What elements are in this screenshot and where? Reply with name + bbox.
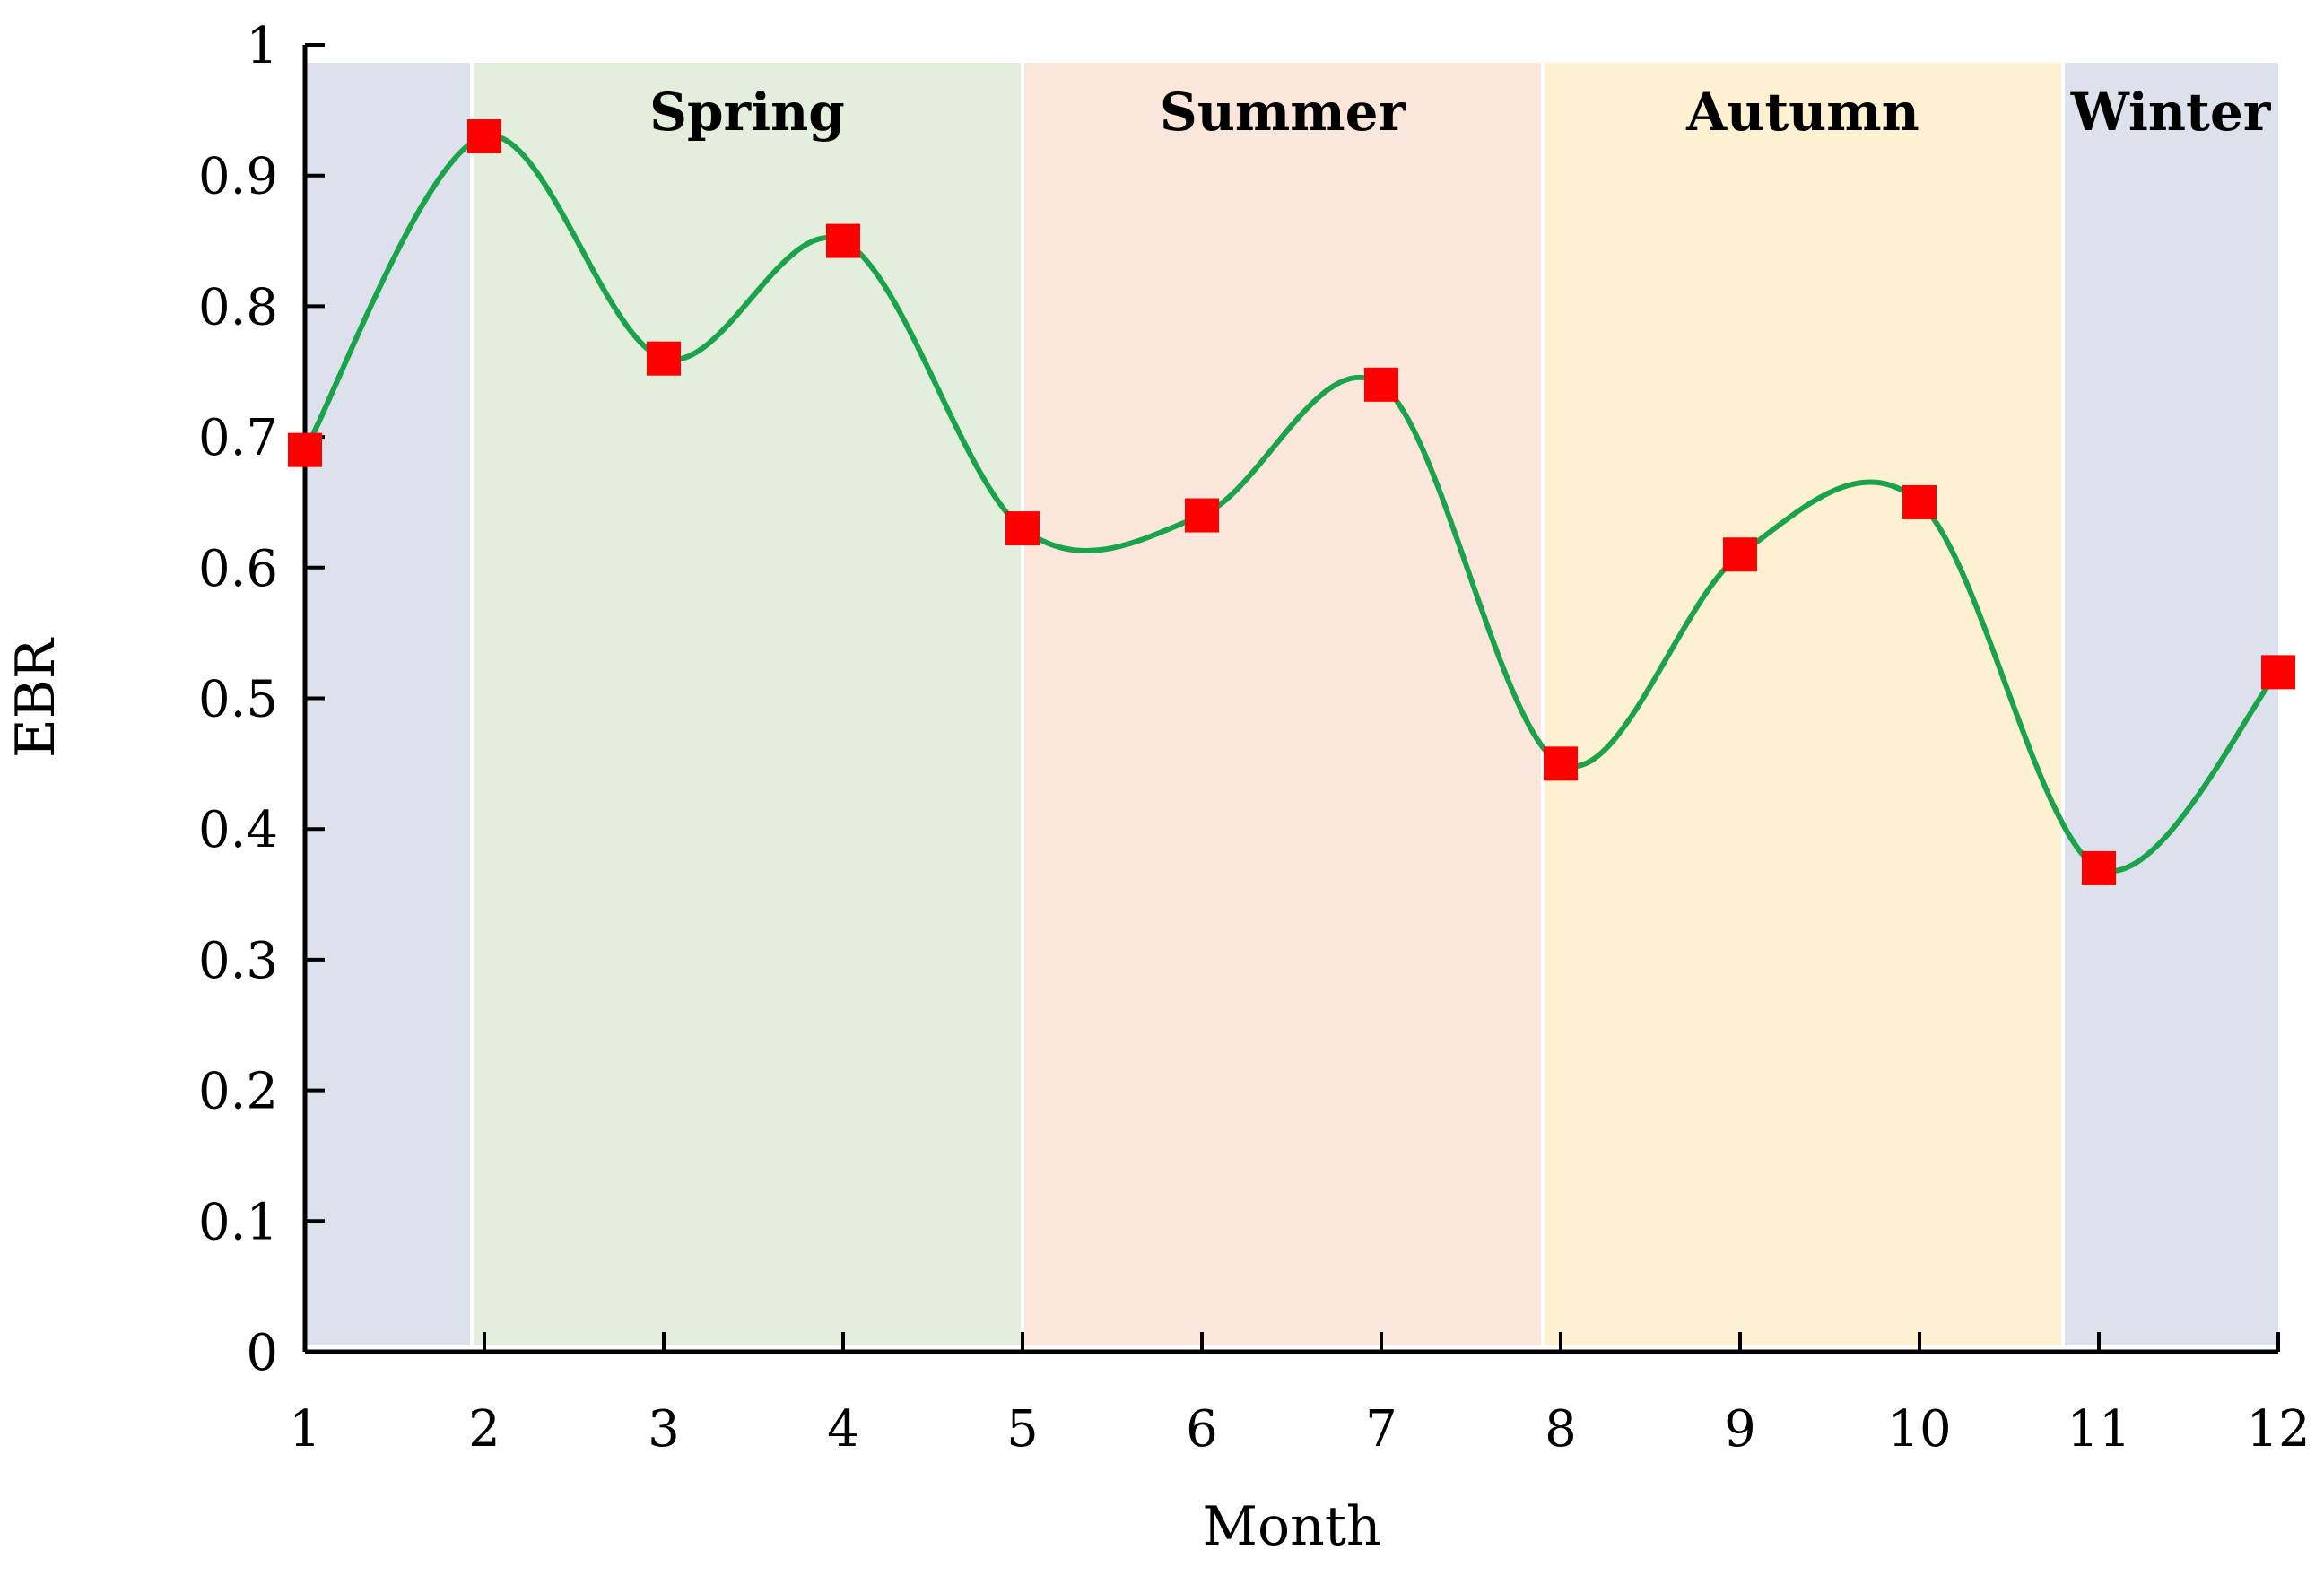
y-tick-label: 0.7 bbox=[198, 409, 278, 467]
y-tick-label: 0.6 bbox=[198, 540, 278, 598]
y-tick-label: 1 bbox=[246, 17, 278, 75]
data-point-month-12 bbox=[2261, 655, 2295, 690]
y-tick-label: 0.8 bbox=[198, 278, 278, 336]
x-tick-label: 11 bbox=[2067, 1400, 2130, 1458]
y-tick-label: 0.1 bbox=[198, 1193, 278, 1251]
data-point-month-10 bbox=[1902, 484, 1937, 519]
x-tick-label: 4 bbox=[827, 1400, 859, 1458]
x-axis-title: Month bbox=[1203, 1495, 1381, 1558]
data-point-month-9 bbox=[1723, 537, 1757, 572]
x-tick-label: 7 bbox=[1365, 1400, 1397, 1458]
season-labels: Spring Summer Autumn Winter bbox=[649, 82, 2272, 143]
y-tick-label: 0 bbox=[246, 1324, 278, 1382]
data-point-month-7 bbox=[1364, 367, 1398, 402]
season-band-2 bbox=[1023, 63, 1543, 1345]
season-band-3 bbox=[1543, 63, 2063, 1345]
x-tick-label: 10 bbox=[1887, 1400, 1951, 1458]
y-tick-label: 0.2 bbox=[198, 1063, 278, 1121]
data-point-month-5 bbox=[1005, 511, 1040, 546]
data-point-month-2 bbox=[467, 118, 501, 153]
season-label-autumn: Autumn bbox=[1685, 82, 1919, 143]
y-ticks: 0 0.1 0.2 0.3 0.4 0.5 0.6 0.7 0.8 0.9 1 bbox=[198, 17, 325, 1382]
data-point-month-3 bbox=[647, 341, 681, 376]
season-band-0 bbox=[305, 63, 472, 1345]
x-tick-label: 5 bbox=[1006, 1400, 1039, 1458]
x-tick-label: 12 bbox=[2246, 1400, 2310, 1458]
y-tick-label: 0.3 bbox=[198, 932, 278, 990]
data-point-month-8 bbox=[1544, 746, 1578, 781]
y-tick-label: 0.4 bbox=[198, 801, 278, 859]
x-tick-label: 6 bbox=[1186, 1400, 1218, 1458]
data-point-month-4 bbox=[826, 223, 860, 258]
x-ticks: 1 2 3 4 5 6 7 8 9 10 11 12 bbox=[289, 1332, 2311, 1458]
data-point-month-11 bbox=[2082, 850, 2116, 885]
season-label-winter: Winter bbox=[2070, 82, 2272, 143]
series-line bbox=[302, 133, 2281, 874]
season-band-4 bbox=[2063, 63, 2278, 1345]
x-tick-label: 1 bbox=[289, 1400, 321, 1458]
data-point-month-6 bbox=[1185, 498, 1219, 533]
season-band-1 bbox=[472, 63, 1023, 1345]
x-tick-label: 8 bbox=[1545, 1400, 1577, 1458]
x-tick-label: 3 bbox=[648, 1400, 680, 1458]
y-tick-label: 0.5 bbox=[198, 671, 278, 729]
data-point-month-1 bbox=[288, 432, 322, 467]
x-tick-label: 2 bbox=[468, 1400, 500, 1458]
season-label-summer: Summer bbox=[1160, 82, 1407, 143]
y-axis-title: EBR bbox=[4, 637, 67, 758]
series-markers bbox=[288, 118, 2295, 885]
y-tick-label: 0.9 bbox=[198, 148, 278, 206]
x-tick-label: 9 bbox=[1724, 1400, 1756, 1458]
season-bands bbox=[305, 63, 2278, 1345]
season-label-spring: Spring bbox=[649, 82, 845, 143]
